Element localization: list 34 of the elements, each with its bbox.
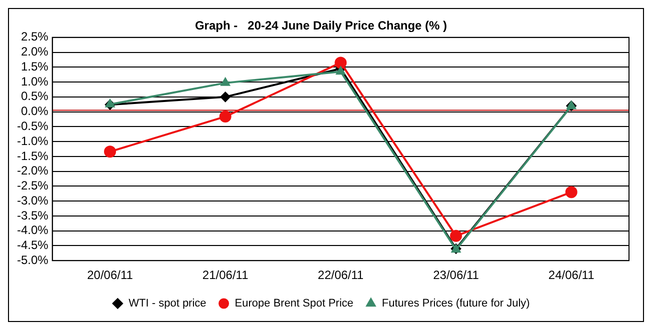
y-tick-label: 0.5% — [20, 89, 49, 104]
y-tick-label: -4.5% — [16, 238, 49, 252]
y-tick-label: -2.0% — [16, 164, 49, 178]
legend-label: Futures Prices (future for July) — [382, 298, 530, 310]
point — [106, 99, 114, 108]
point — [565, 186, 578, 198]
x-tick-label: 22/06/11 — [318, 268, 364, 282]
point — [104, 146, 116, 158]
y-tick-label: -3.0% — [16, 193, 49, 208]
y-tick-label: 1.5% — [20, 59, 49, 74]
chart-title: Graph - 20-24 June Daily Price Change (% ) — [194, 18, 448, 33]
y-tick-label: -2.5% — [16, 178, 49, 193]
y-tick-label: -3.5% — [16, 208, 49, 222]
point — [220, 78, 230, 86]
point — [450, 230, 462, 242]
legend-label: WTI - spot price — [128, 298, 206, 310]
y-tick-label: 2.0% — [20, 44, 49, 59]
point — [220, 92, 230, 102]
y-tick-label: -1.5% — [16, 148, 49, 163]
x-tick-label: 23/06/11 — [433, 268, 480, 282]
y-tick-label: -0.5% — [16, 118, 49, 133]
x-tick-label: 24/06/11 — [548, 268, 595, 282]
y-tick-label: -5.0% — [16, 252, 49, 267]
y-tick-label: -4.0% — [16, 223, 49, 238]
y-tick-label: 1.0% — [20, 74, 49, 88]
y-tick-label: 0.0% — [20, 104, 49, 118]
y-tick-label: 2.5% — [20, 30, 49, 44]
legend-label: Europe Brent Spot Price — [234, 298, 354, 310]
point — [336, 66, 346, 75]
y-tick-label: -1.0% — [16, 134, 49, 148]
point — [219, 110, 232, 123]
x-tick-label: 21/06/11 — [202, 268, 249, 282]
x-tick-label: 20/06/11 — [87, 268, 134, 282]
point — [334, 56, 347, 69]
